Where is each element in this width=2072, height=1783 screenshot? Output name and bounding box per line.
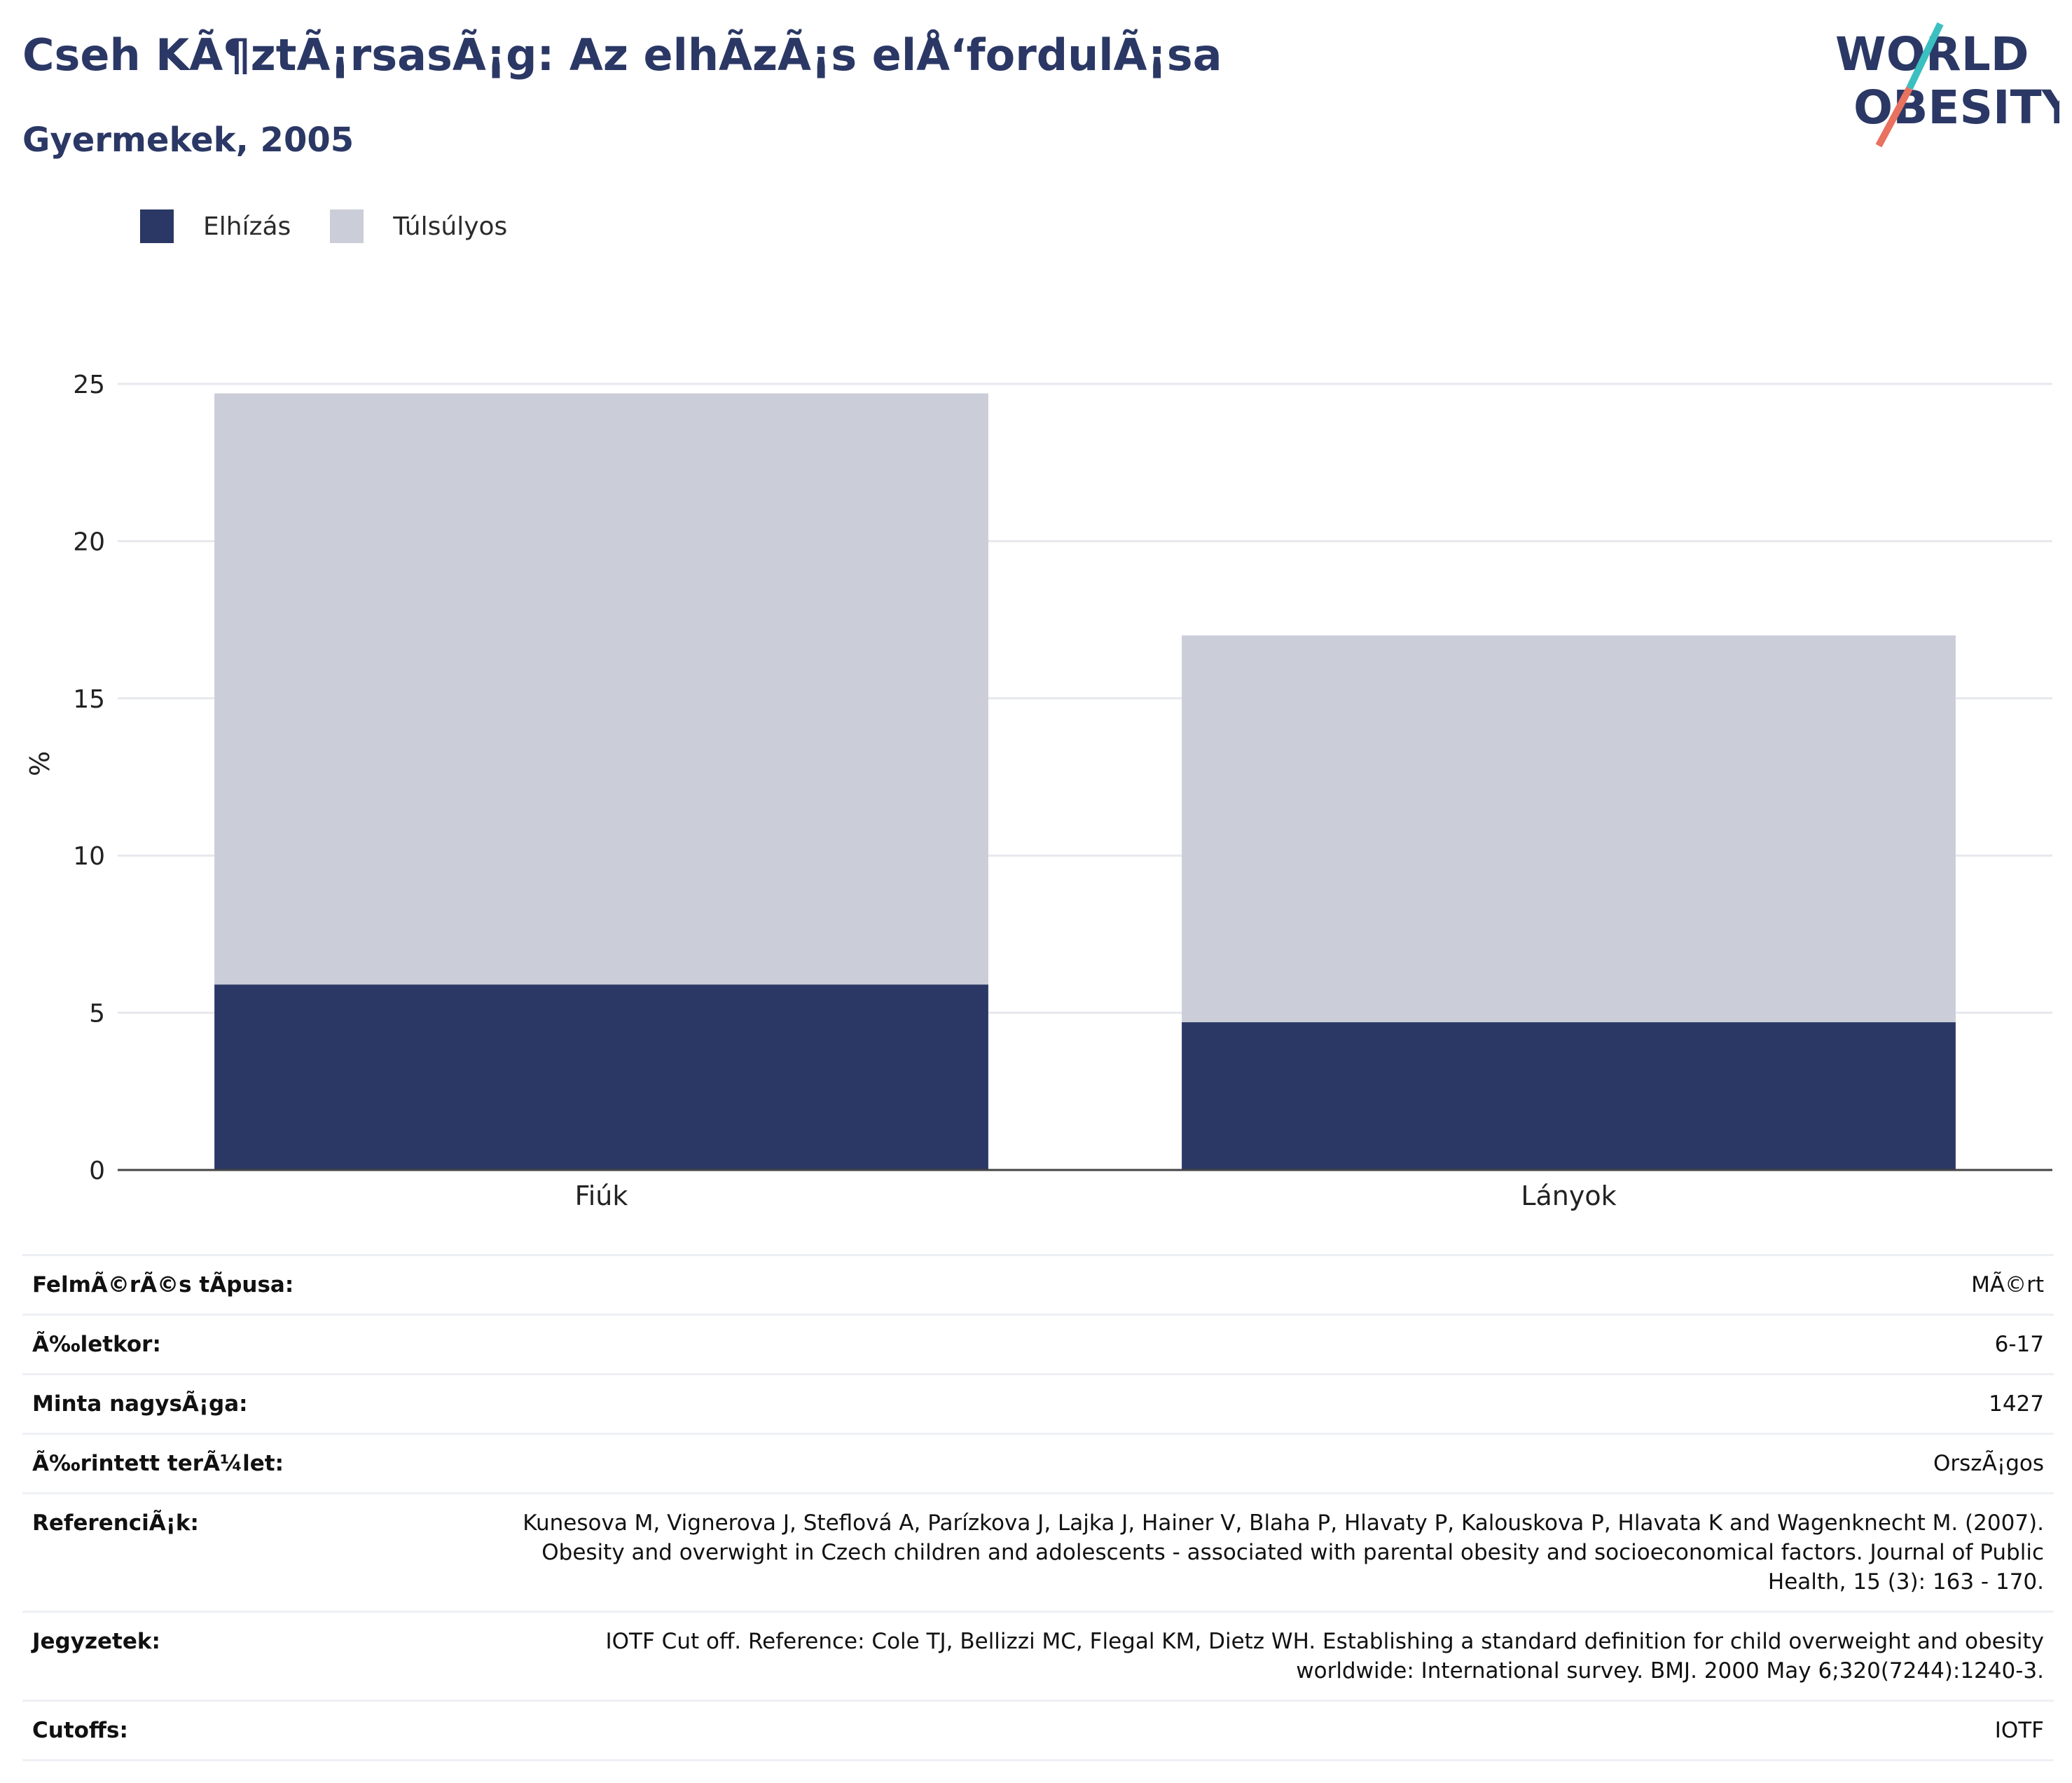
x-tick-label: Lányok: [1521, 1180, 1616, 1211]
meta-row: Ã‰letkor: 6-17: [22, 1316, 2054, 1375]
bar-overweight-1: [1182, 635, 1956, 1023]
legend-label-obesity: Elhízás: [203, 212, 291, 241]
y-tick-label: 20: [73, 528, 105, 556]
legend-swatch-obesity: [140, 209, 174, 243]
y-tick-label: 0: [89, 1157, 105, 1185]
meta-row: Ã‰rintett terÃ¼let: OrszÃ¡gos: [22, 1435, 2054, 1494]
chart-legend: Elhízás Túlsúlyos: [140, 209, 546, 244]
logo-teal-stroke: [1906, 22, 1944, 90]
y-tick-label: 10: [73, 842, 105, 871]
bar-obesity-1: [1182, 1022, 1956, 1170]
meta-value: MÃ©rt: [1971, 1272, 2044, 1297]
stacked-bar-chart: 0 5 10 15 20 25% Fiúk Lányok: [25, 371, 2052, 1211]
meta-label: ReferenciÃ¡k:: [32, 1510, 199, 1536]
bar-obesity-0: [214, 984, 988, 1170]
meta-value: 1427: [1989, 1391, 2044, 1417]
meta-label: Minta nagysÃ¡ga:: [32, 1391, 248, 1417]
meta-row: Jegyzetek: IOTF Cut off. Reference: Cole …: [22, 1613, 2054, 1702]
meta-label: FelmÃ©rÃ©s tÃpusa:: [32, 1272, 294, 1297]
meta-value: Kunesova M, Vignerova J, Steflová A, Par…: [523, 1510, 2044, 1595]
meta-label: Jegyzetek:: [32, 1629, 160, 1654]
x-tick-label: Fiúk: [575, 1180, 628, 1211]
bar-overweight-0: [214, 393, 988, 985]
survey-metadata-table: FelmÃ©rÃ©s tÃpusa: MÃ©rt Ã‰letkor: 6-17 Mint…: [22, 1254, 2054, 1761]
meta-value: IOTF Cut off. Reference: Cole TJ, Belliz…: [605, 1629, 2044, 1684]
chart-title: Cseh KÃ¶ztÃ¡rsasÃ¡g: Az elhÃzÃ¡s elÅ‘for…: [22, 29, 1222, 81]
legend-item-obesity[interactable]: Elhízás: [140, 209, 291, 243]
world-obesity-logo: WORLD OBESITY: [1835, 22, 2059, 147]
meta-row: Minta nagysÃ¡ga: 1427: [22, 1375, 2054, 1435]
legend-label-overweight: Túlsúlyos: [393, 212, 508, 241]
meta-label: Ã‰letkor:: [32, 1332, 161, 1357]
y-tick-label: 5: [89, 1000, 105, 1028]
y-tick-label: 15: [73, 685, 105, 714]
chart-subtitle: Gyermekek, 2005: [22, 121, 354, 160]
meta-row: FelmÃ©rÃ©s tÃpusa: MÃ©rt: [22, 1256, 2054, 1316]
meta-label: Cutoffs:: [32, 1718, 128, 1743]
meta-value: 6-17: [1994, 1332, 2044, 1357]
meta-row: Cutoffs: IOTF: [22, 1702, 2054, 1761]
meta-row: ReferenciÃ¡k: Kunesova M, Vignerova J, St…: [22, 1494, 2054, 1613]
logo-coral-stroke: [1875, 86, 1913, 147]
y-tick-label: 25: [73, 371, 105, 399]
legend-swatch-overweight: [330, 209, 364, 243]
meta-value: IOTF: [1994, 1718, 2044, 1743]
meta-value: OrszÃ¡gos: [1933, 1451, 2044, 1476]
legend-item-overweight[interactable]: Túlsúlyos: [330, 209, 507, 243]
y-axis-label: %: [25, 751, 55, 776]
meta-label: Ã‰rintett terÃ¼let:: [32, 1451, 284, 1476]
